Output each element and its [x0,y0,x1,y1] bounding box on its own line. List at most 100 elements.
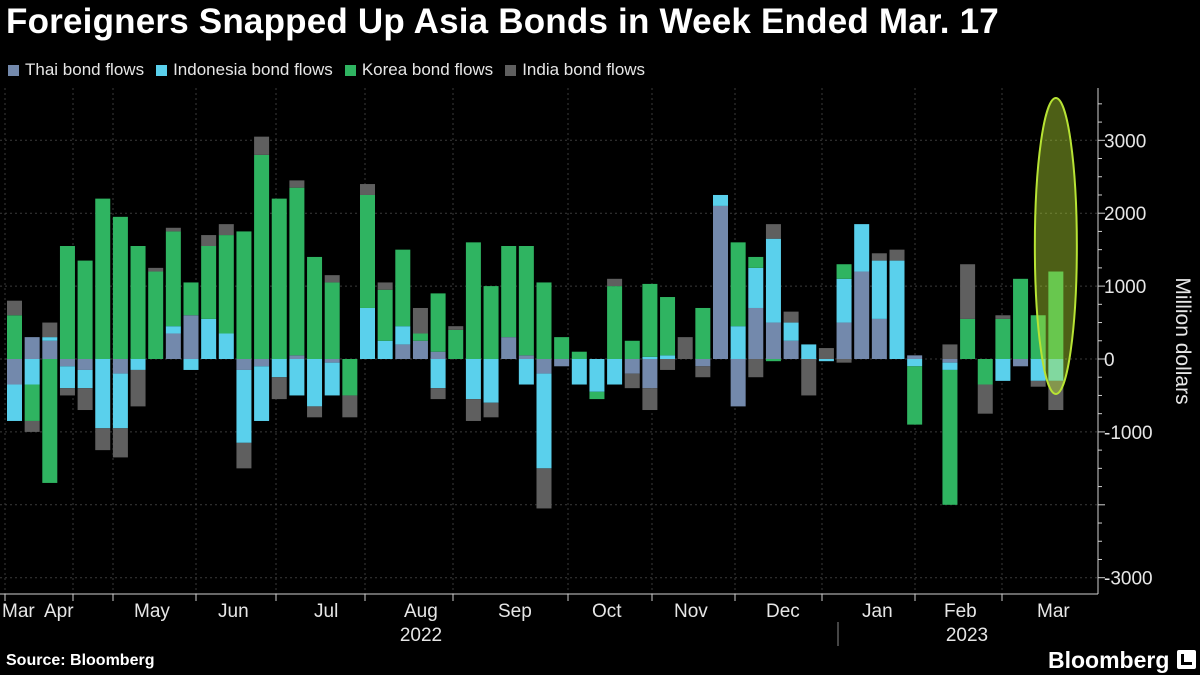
bar-thai-47 [836,322,852,359]
bar-india-34 [607,278,623,287]
y-tick-label-5: 3000 [1104,131,1146,152]
bar-indonesia-56 [995,359,1011,381]
bar-thai-29 [518,355,534,360]
bar-indonesia-40 [713,194,728,206]
bar-indonesia-22 [395,326,411,345]
bar-indonesia-10 [183,359,199,370]
bar-thai-35 [624,359,640,374]
bar-thai-43 [765,322,781,359]
bar-korea-25 [448,329,464,359]
bar-indonesia-50 [889,260,905,359]
bar-indonesia-15 [271,359,287,378]
bar-indonesia-3 [59,366,75,389]
bar-indonesia-27 [483,359,499,403]
legend-item-india: India bond flows [505,60,645,80]
bar-korea-18 [324,282,340,359]
bar-korea-13 [236,231,252,359]
bar-india-46 [818,348,834,359]
bar-thai-14 [254,359,270,367]
bar-indonesia-48 [854,224,870,272]
bar-thai-6 [112,359,128,374]
bar-korea-24 [430,293,446,352]
bar-korea-55 [977,359,993,385]
bar-india-21 [377,282,393,290]
bar-korea-29 [518,246,534,356]
bar-indonesia-58 [1030,359,1046,381]
bar-india-55 [977,384,993,414]
bar-indonesia-29 [518,359,534,385]
bar-thai-51 [907,355,923,360]
bar-thai-22 [395,344,411,359]
bar-india-1 [24,420,40,432]
bar-korea-53 [942,369,958,505]
bar-india-17 [307,406,323,418]
bar-thai-49 [871,318,887,359]
bar-korea-35 [624,340,640,359]
bar-india-50 [889,249,905,261]
bar-india-5 [95,428,111,451]
bar-india-37 [660,359,676,370]
bar-thai-10 [183,315,199,359]
bar-korea-22 [395,249,411,327]
x-year-label-0: 2022 [400,625,442,646]
bar-india-20 [360,184,375,195]
bar-indonesia-12 [218,333,234,360]
bar-indonesia-46 [818,359,834,362]
bar-india-3 [59,388,75,396]
bar-korea-32 [571,351,587,359]
legend-item-thai: Thai bond flows [8,60,144,80]
bar-korea-28 [501,246,517,338]
bar-indonesia-42 [748,267,764,308]
bar-thai-57 [1013,359,1029,367]
bar-thai-2 [42,340,58,359]
bar-india-24 [430,388,446,400]
bar-india-47 [836,359,852,363]
bar-india-2 [42,322,58,338]
legend-label-thai: Thai bond flows [25,60,145,79]
bar-thai-4 [77,359,93,370]
bar-korea-36 [642,283,658,357]
legend-swatch-thai [8,64,19,76]
bar-indonesia-32 [571,359,587,385]
bar-thai-1 [24,337,40,359]
legend-item-indonesia: Indonesia bond flows [156,60,333,80]
bar-india-35 [624,373,640,389]
bar-india-16 [289,180,305,188]
bar-indonesia-51 [907,359,923,367]
bar-thai-24 [430,351,446,359]
legend-label-indonesia: Indonesia bond flows [173,60,333,79]
legend-label-india: India bond flows [522,60,646,79]
bar-thai-0 [7,359,22,385]
bar-thai-48 [854,271,870,359]
bar-indonesia-17 [307,359,323,407]
bar-india-49 [871,253,887,261]
bar-korea-20 [360,194,375,308]
x-month-label-7: Oct [592,601,622,622]
bar-korea-4 [77,260,93,359]
bar-indonesia-30 [536,373,552,469]
bar-korea-1 [24,384,40,421]
bar-korea-43 [765,359,781,362]
bar-indonesia-20 [360,307,375,359]
bar-thai-44 [783,340,799,359]
bar-thai-42 [748,307,764,359]
bar-india-19 [342,395,358,418]
bar-korea-57 [1013,278,1029,359]
bar-india-26 [465,399,481,421]
bar-indonesia-14 [254,366,270,421]
bar-india-59 [1048,380,1064,411]
x-month-label-0: Mar [2,601,35,622]
bar-korea-12 [218,235,234,334]
bar-korea-41 [730,242,746,327]
bar-korea-10 [183,282,199,316]
bar-indonesia-49 [871,260,887,319]
bar-indonesia-5 [95,359,111,429]
bar-india-58 [1030,380,1046,387]
bar-indonesia-18 [324,362,340,396]
bar-india-14 [254,136,270,155]
x-month-label-5: Aug [404,601,438,622]
bar-korea-31 [554,337,570,359]
x-month-label-8: Nov [674,601,708,622]
y-tick-label-3: 1000 [1104,277,1146,298]
bar-indonesia-9 [165,326,181,334]
